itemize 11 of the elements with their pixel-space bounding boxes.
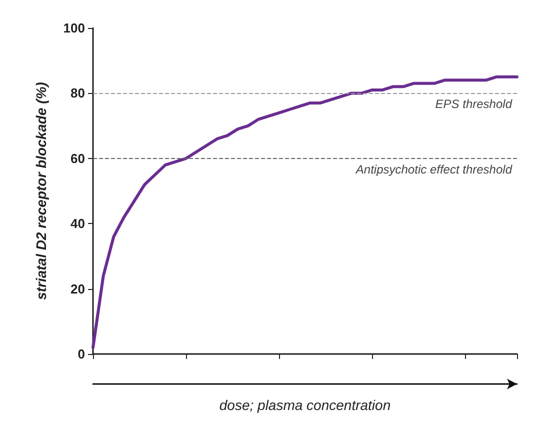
y-tick-label: 80 (70, 86, 85, 101)
y-tick-label: 0 (78, 346, 85, 362)
y-tick-label: 100 (63, 20, 85, 36)
ref-line-label: EPS threshold (435, 97, 512, 112)
y-tick-label: 40 (70, 216, 85, 232)
y-tick-label: 60 (70, 150, 85, 166)
ref-line-label: Antipsychotic effect threshold (354, 162, 512, 176)
y-tick-label: 20 (70, 281, 85, 296)
line-series (92, 75, 518, 349)
y-axis-title: striatal D2 receptor blockade (%) (33, 82, 49, 300)
x-axis-title: dose; plasma concentration (219, 397, 391, 413)
